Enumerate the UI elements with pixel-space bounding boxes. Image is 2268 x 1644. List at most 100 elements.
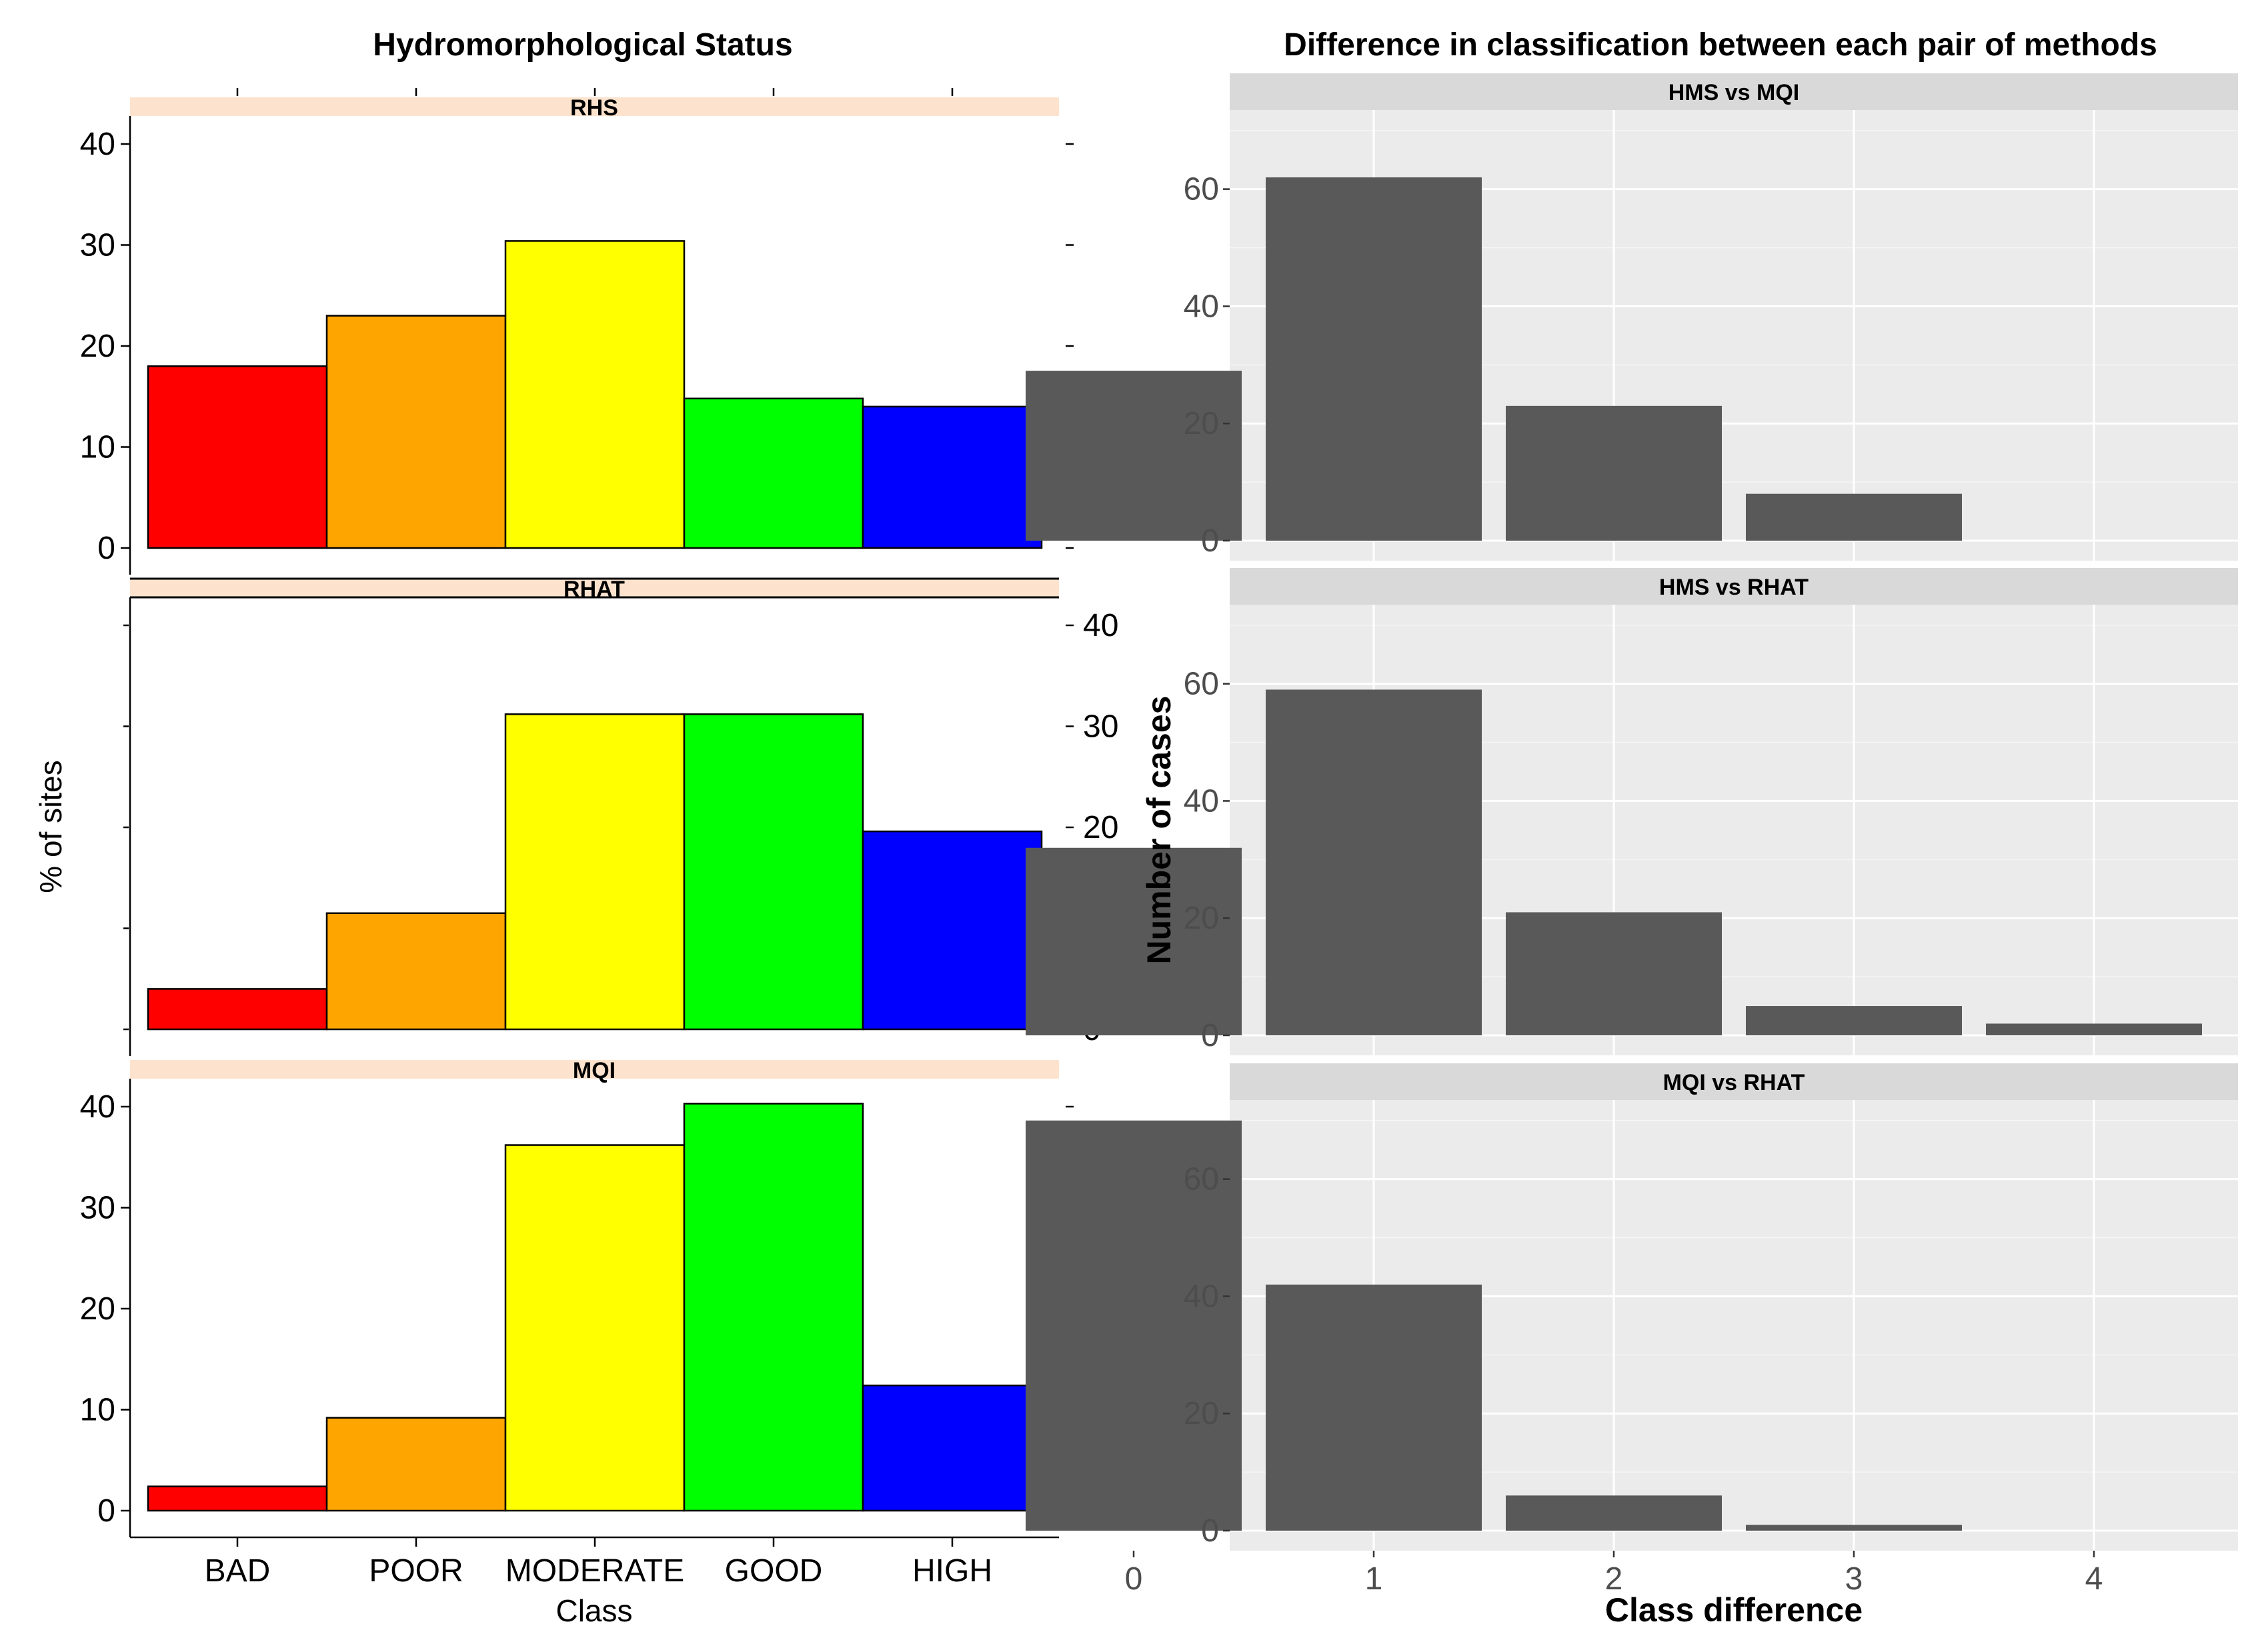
bar-mqi-high [862,1384,1043,1512]
left-x-axis: BAD POOR MODERATE GOOD HIGH [130,1536,1059,1589]
bar-1-class-3 [1746,1006,1962,1035]
strip-mqi [130,1060,1059,1079]
bars-rhat [147,713,1043,1031]
bar-2-class-2 [1506,1495,1722,1531]
bar-1-class-4 [1986,1023,2202,1035]
strip-label-hms-vs-rhat: HMS vs RHAT [1659,575,1809,600]
ytick-label-right-1-2: 20 [1083,810,1118,845]
bar-rhs-poor [325,315,507,549]
ytick-label-right-chart-0-0: 0 [1201,523,1219,559]
yaxis-hms-vs-mqi: 0 20 40 60 [1184,172,1230,559]
ytick-label-right-chart-0-1: 20 [1184,406,1219,441]
bar-mqi-good [683,1103,864,1512]
yaxis-mqi: 0 10 20 30 40 [80,1079,1074,1537]
ytick-label-right-chart-2-1: 20 [1184,1396,1219,1431]
xtick-label-diff-0: 0 [1125,1561,1143,1597]
left-y-label: % of sites [33,760,68,893]
bars-hms-vs-rhat [1026,689,2202,1035]
xtick-label-poor: POOR [369,1553,463,1589]
bar-rhat-poor [325,912,507,1031]
right-strip-1 [1230,568,2238,605]
ytick-label-right-chart-0-2: 40 [1184,289,1219,324]
ytick-label-right-chart-1-0: 0 [1201,1018,1219,1053]
xtick-label-good: GOOD [725,1553,823,1589]
bar-rhs-good [683,397,864,549]
bars-hms-vs-mqi [1026,177,1962,541]
bar-rhat-moderate [504,713,686,1031]
strip-label-hms-vs-mqi: HMS vs MQI [1668,80,1799,105]
strip-label-mqi: MQI [573,1058,616,1083]
left-title: Hydromorphological Status [373,27,792,63]
right-y-label: Number of cases [1140,696,1178,965]
right-panel-mqi-vs-rhat: MQI vs RHAT 0 20 40 60 [1026,1063,2238,1551]
yaxis-rhs: 0 10 20 30 40 [80,116,1074,575]
ytick-label-right-chart-1-2: 40 [1184,783,1219,819]
bars-mqi [147,1103,1043,1512]
xtick-label-diff-3: 3 [1845,1561,1863,1597]
left-chart: Hydromorphological Status RHS 010203040 … [33,27,1118,1628]
bars-rhs [147,240,1043,549]
strip-label-rhs: RHS [570,95,618,121]
yaxis-mqi-vs-rhat: 0 20 40 60 [1184,1162,1230,1549]
ytick-label-left-2-1: 10 [80,1393,115,1428]
ytick-label-left-2-0: 0 [97,1493,115,1529]
ytick-label-left-0-0: 0 [97,531,115,566]
bar-0-class-1 [1266,177,1482,541]
bar-1-class-0 [1026,847,1242,1035]
left-x-label: Class [555,1593,632,1628]
ytick-label-right-chart-0-3: 60 [1184,172,1219,207]
xtick-label-high: HIGH [912,1553,992,1589]
left-panel-mqi: MQI 0 10 20 30 40 [80,1058,1074,1537]
xtick-label-diff-1: 1 [1365,1561,1383,1597]
bar-rhat-bad [147,988,328,1031]
bar-rhs-bad [147,365,328,549]
right-chart: Difference in classification between eac… [1026,27,2238,1629]
ytick-label-left-0-2: 20 [80,329,115,364]
right-strip-0 [1230,73,2238,110]
ytick-label-left-0-3: 30 [80,228,115,263]
bar-2-class-3 [1746,1525,1962,1531]
right-strip-2 [1230,1063,2238,1100]
xtick-label-moderate: MODERATE [505,1553,684,1589]
ytick-label-right-chart-2-0: 0 [1201,1513,1219,1549]
yaxis-hms-vs-rhat: 0 20 40 60 [1184,667,1230,1053]
left-top-ticks [236,88,954,96]
ytick-label-left-0-4: 40 [80,127,115,162]
bar-rhat-good [683,713,864,1031]
ytick-label-left-0-1: 10 [80,430,115,465]
ytick-label-right-1-4: 40 [1083,608,1118,643]
strip-label-mqi-vs-rhat: MQI vs RHAT [1663,1070,1805,1095]
bar-rhat-high [862,830,1043,1031]
xtick-label-bad: BAD [205,1553,271,1589]
bar-mqi-poor [325,1417,507,1512]
bar-2-class-0 [1026,1120,1242,1531]
bars-mqi-vs-rhat [1026,1120,1962,1531]
ytick-label-left-2-4: 40 [80,1089,115,1125]
bar-1-class-1 [1266,689,1482,1035]
right-title: Difference in classification between eac… [1284,27,2157,63]
ytick-label-right-1-3: 30 [1083,709,1118,745]
bar-mqi-moderate [504,1144,686,1512]
strip-rhs [130,97,1059,116]
ytick-label-right-chart-2-2: 40 [1184,1279,1219,1314]
bar-1-class-2 [1506,912,1722,1035]
right-panel-hms-vs-rhat: HMS vs RHAT 0 20 40 60 [1026,568,2238,1055]
ytick-label-right-chart-2-3: 60 [1184,1162,1219,1197]
ytick-label-right-chart-1-1: 20 [1184,901,1219,936]
right-x-label: Class difference [1605,1591,1863,1629]
ytick-label-left-2-3: 30 [80,1191,115,1226]
right-x-axis: 0 1 2 3 4 [1125,1551,2103,1597]
bar-0-class-3 [1746,493,1962,541]
strip-rhat [130,579,1059,597]
left-panel-rhs: RHS 0 10 20 30 40 [80,95,1074,575]
xtick-label-diff-4: 4 [2085,1561,2103,1597]
bar-rhs-high [862,405,1043,549]
bar-mqi-bad [147,1485,328,1512]
bar-0-class-0 [1026,371,1242,541]
ytick-label-left-2-2: 20 [80,1291,115,1327]
right-panel-hms-vs-mqi: HMS vs MQI 0 20 40 60 [1026,73,2238,561]
ytick-label-right-chart-1-3: 60 [1184,667,1219,702]
xtick-label-diff-2: 2 [1605,1561,1623,1597]
